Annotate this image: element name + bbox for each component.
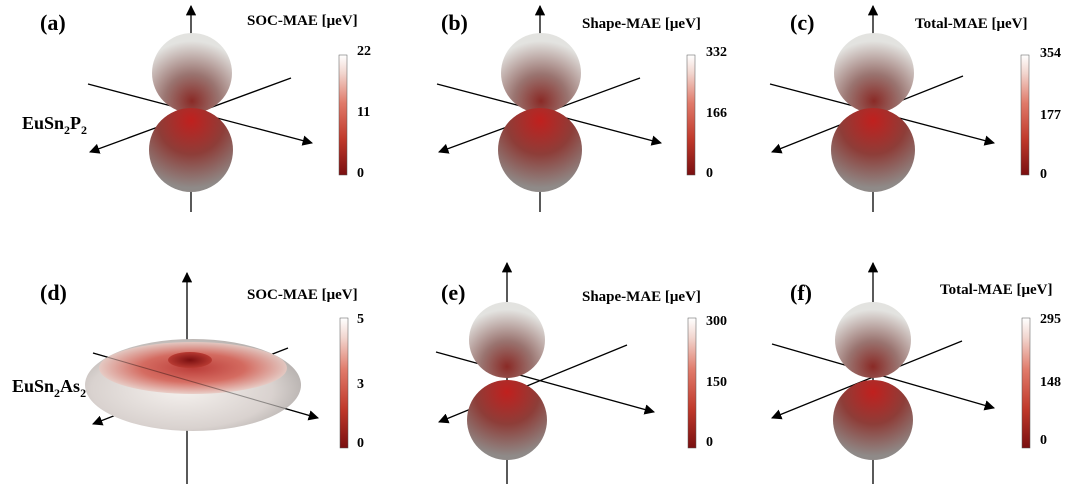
upper-lobe (469, 302, 545, 378)
colorbar-b: Shape-MAE [μeV] 332 166 0 (582, 16, 727, 181)
panel-c: (c) Total-MAE [μeV] 354 177 0 (769, 4, 1061, 212)
surface-plot-d (85, 271, 319, 484)
panel-label-a: (a) (40, 10, 66, 35)
colorbar-c: Total-MAE [μeV] 354 177 0 (915, 16, 1061, 182)
surface-plot-e (435, 261, 656, 484)
colorbar-tick-mid: 166 (706, 106, 727, 121)
colorbar-tick-mid: 3 (357, 377, 364, 392)
lower-lobe (467, 380, 547, 460)
colorbar-tick-max: 295 (1040, 312, 1061, 327)
colorbar-gradient (1021, 317, 1031, 449)
panel-label-d: (d) (40, 280, 67, 305)
row-label-eusn2p2: EuSn2P2 (22, 113, 87, 137)
colorbar-tick-mid: 150 (706, 375, 727, 390)
colorbar-tick-max: 22 (357, 44, 371, 59)
colorbar-title: Total-MAE [μeV] (940, 282, 1053, 298)
colorbar-tick-mid: 177 (1040, 108, 1061, 123)
colorbar-d: SOC-MAE [μeV] 5 3 0 (247, 287, 364, 451)
colorbar-title: Shape-MAE [μeV] (582, 289, 701, 305)
colorbar-tick-max: 332 (706, 45, 727, 60)
colorbar-tick-min: 0 (1040, 433, 1047, 448)
panel-label-c: (c) (790, 10, 814, 35)
x-axis (435, 351, 656, 415)
colorbar-tick-min: 0 (357, 436, 364, 451)
panel-label-f: (f) (790, 280, 812, 305)
colorbar-f: Total-MAE [μeV] 295 148 0 (940, 282, 1061, 449)
torus-hole (168, 352, 212, 368)
upper-lobe (835, 302, 911, 378)
panel-a: (a) EuSn2P2 SOC-MAE [μeV] 22 11 0 (22, 4, 371, 212)
surface-plot-b (436, 4, 663, 212)
lower-lobe (149, 108, 233, 192)
panel-d: (d) EuSn2As2 SOC-MAE [μeV] 5 3 0 (12, 271, 364, 484)
upper-lobe (834, 33, 914, 113)
colorbar-gradient (1020, 54, 1030, 176)
colorbar-title: SOC-MAE [μeV] (247, 287, 358, 303)
colorbar-tick-max: 300 (706, 314, 727, 329)
colorbar-tick-min: 0 (1040, 167, 1047, 182)
torus-upper-surface (99, 342, 287, 394)
colorbar-tick-max: 5 (357, 312, 364, 327)
colorbar-a: SOC-MAE [μeV] 22 11 0 (247, 13, 371, 181)
colorbar-gradient (339, 317, 349, 449)
lower-lobe (833, 380, 913, 460)
lower-lobe (498, 108, 582, 192)
colorbar-tick-max: 354 (1040, 46, 1061, 61)
surface-plot-a (87, 4, 314, 212)
colorbar-e: Shape-MAE [μeV] 300 150 0 (582, 289, 727, 450)
colorbar-gradient (687, 317, 697, 449)
colorbar-tick-min: 0 (706, 166, 713, 181)
surface-plot-c (769, 4, 996, 212)
upper-lobe (501, 33, 581, 113)
y-axis (771, 340, 963, 420)
colorbar-tick-mid: 148 (1040, 375, 1061, 390)
colorbar-tick-min: 0 (706, 435, 713, 450)
colorbar-tick-min: 0 (357, 166, 364, 181)
panel-e: (e) Shape-MAE [μeV] 300 150 0 (435, 261, 727, 484)
colorbar-gradient (686, 54, 696, 176)
x-axis-overlay (92, 352, 319, 419)
surface-plot-f (771, 261, 995, 484)
panel-b: (b) Shape-MAE [μeV] 332 166 0 (436, 4, 727, 212)
panel-label-b: (b) (441, 10, 468, 35)
colorbar-title: Shape-MAE [μeV] (582, 16, 701, 32)
lower-lobe (831, 108, 915, 192)
colorbar-gradient (338, 54, 348, 176)
colorbar-title: Total-MAE [μeV] (915, 16, 1028, 32)
row-label-eusn2as2: EuSn2As2 (12, 376, 86, 400)
upper-lobe (152, 33, 232, 113)
panel-f: (f) Total-MAE [μeV] 295 148 0 (771, 261, 1061, 484)
colorbar-title: SOC-MAE [μeV] (247, 13, 358, 29)
panel-label-e: (e) (441, 280, 465, 305)
colorbar-tick-mid: 11 (357, 105, 370, 120)
